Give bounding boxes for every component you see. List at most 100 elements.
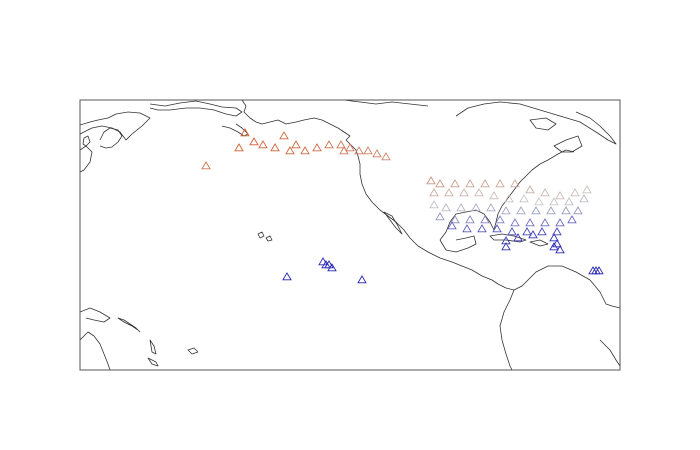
station-marker [579, 194, 589, 203]
station-marker [258, 140, 268, 149]
station-marker [531, 206, 541, 215]
station-marker [459, 188, 469, 197]
station-marker [312, 143, 322, 152]
station-marker [495, 179, 505, 188]
coast-siberia [80, 111, 151, 141]
station-marker [465, 215, 475, 224]
coast-japan [80, 145, 93, 173]
station-marker [324, 260, 334, 269]
coast-fiji [187, 347, 199, 355]
station-marker [501, 242, 511, 251]
station-marker [513, 233, 523, 242]
station-marker [480, 179, 490, 188]
station-marker [471, 203, 481, 212]
coast-hawaii [257, 231, 273, 242]
station-marker [540, 218, 550, 227]
station-marker [201, 161, 211, 170]
station-marker [540, 188, 550, 197]
coast-kamchatka [99, 127, 123, 149]
station-marker [480, 215, 490, 224]
station-marker [570, 188, 580, 197]
station-marker [489, 191, 499, 200]
station-markers [201, 128, 604, 284]
station-marker [477, 224, 487, 233]
station-marker [429, 188, 439, 197]
station-marker [435, 179, 445, 188]
station-marker [324, 140, 334, 149]
station-marker [525, 185, 535, 194]
station-marker [282, 272, 292, 281]
station-marker [441, 203, 451, 212]
station-marker [492, 224, 502, 233]
station-marker [555, 218, 565, 227]
station-marker [450, 215, 460, 224]
station-marker [510, 179, 520, 188]
coast-canada-north [343, 100, 429, 107]
station-marker [336, 140, 346, 149]
coast-hispaniola [529, 239, 549, 247]
station-marker [516, 206, 526, 215]
coast-baja [383, 211, 403, 235]
station-marker [372, 149, 382, 158]
station-marker [549, 197, 559, 206]
station-marker [555, 191, 565, 200]
station-marker [504, 194, 514, 203]
station-marker [465, 179, 475, 188]
coast-yucatan [439, 235, 477, 253]
station-marker [444, 188, 454, 197]
coast-new-guinea [80, 307, 111, 323]
station-marker [486, 203, 496, 212]
station-marker [549, 242, 559, 251]
coast-solomons [117, 317, 141, 333]
station-marker [537, 227, 547, 236]
station-marker [474, 188, 484, 197]
coast-na-west [345, 139, 499, 285]
station-marker [447, 221, 457, 230]
coast-cuba [489, 233, 527, 243]
station-marker [345, 143, 355, 152]
coast-australia [80, 331, 111, 370]
coast-newfoundland [553, 135, 583, 153]
map-frame [79, 99, 621, 371]
station-marker [582, 185, 592, 194]
station-marker [507, 227, 517, 236]
station-marker [450, 179, 460, 188]
station-marker [300, 146, 310, 155]
station-marker [462, 224, 472, 233]
station-marker [552, 239, 562, 248]
station-marker [249, 137, 259, 146]
station-marker [429, 200, 439, 209]
coast-new-caledonia [147, 357, 159, 367]
station-marker [291, 140, 301, 149]
coast-baffin [529, 117, 557, 131]
station-marker [549, 233, 559, 242]
station-marker [564, 197, 574, 206]
station-marker [525, 218, 535, 227]
station-marker [573, 206, 583, 215]
coastlines [80, 100, 620, 370]
station-marker [327, 263, 337, 272]
station-marker [528, 230, 538, 239]
station-marker [501, 206, 511, 215]
station-marker [534, 197, 544, 206]
coast-gulf [439, 149, 575, 241]
station-marker [279, 131, 289, 140]
station-marker [234, 143, 244, 152]
station-marker [456, 203, 466, 212]
station-marker [495, 215, 505, 224]
station-marker [339, 146, 349, 155]
station-marker [522, 227, 532, 236]
coast-vanuatu [149, 339, 157, 355]
coast-chukotka [149, 100, 243, 117]
station-marker [354, 146, 364, 155]
station-marker [363, 146, 373, 155]
station-marker [561, 206, 571, 215]
station-marker [594, 266, 604, 275]
station-marker [567, 215, 577, 224]
station-marker [552, 227, 562, 236]
station-marker [270, 143, 280, 152]
station-marker [381, 152, 391, 161]
station-marker [426, 176, 436, 185]
station-marker [546, 206, 556, 215]
